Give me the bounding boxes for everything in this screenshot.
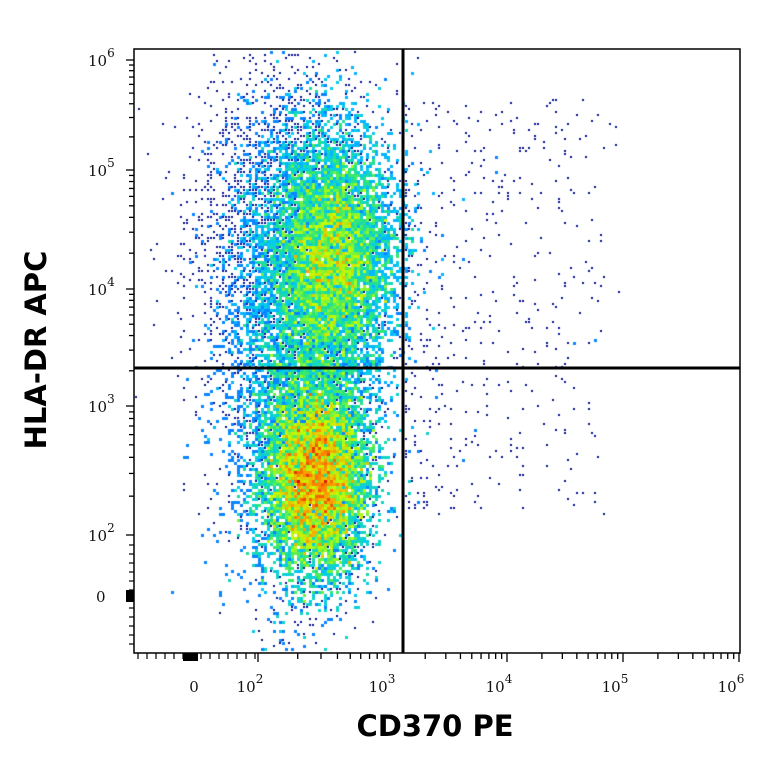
y-tick-label: 0 xyxy=(96,588,106,606)
x-tick-label: 105 xyxy=(602,672,629,696)
y-tick-label: 106 xyxy=(88,46,115,70)
y-axis-ticks: 0 102 103 104 105 106 xyxy=(88,46,134,645)
y-axis-title: HLA-DR APC xyxy=(19,251,53,450)
x-tick-label: 104 xyxy=(486,672,513,696)
y-tick-label: 105 xyxy=(88,156,115,180)
x-tick-label: 106 xyxy=(718,672,745,696)
x-tick-label: 102 xyxy=(237,672,264,696)
x-axis-title: CD370 PE xyxy=(356,709,513,743)
y-tick-label: 103 xyxy=(88,392,115,416)
y-tick-label: 102 xyxy=(88,521,115,545)
x-axis-ticks: 0 102 103 104 105 106 xyxy=(137,653,745,696)
x-tick-label: 103 xyxy=(369,672,396,696)
x-tick-label: 0 xyxy=(189,678,199,696)
plot-frame xyxy=(133,48,741,654)
y-tick-label: 104 xyxy=(88,275,115,299)
